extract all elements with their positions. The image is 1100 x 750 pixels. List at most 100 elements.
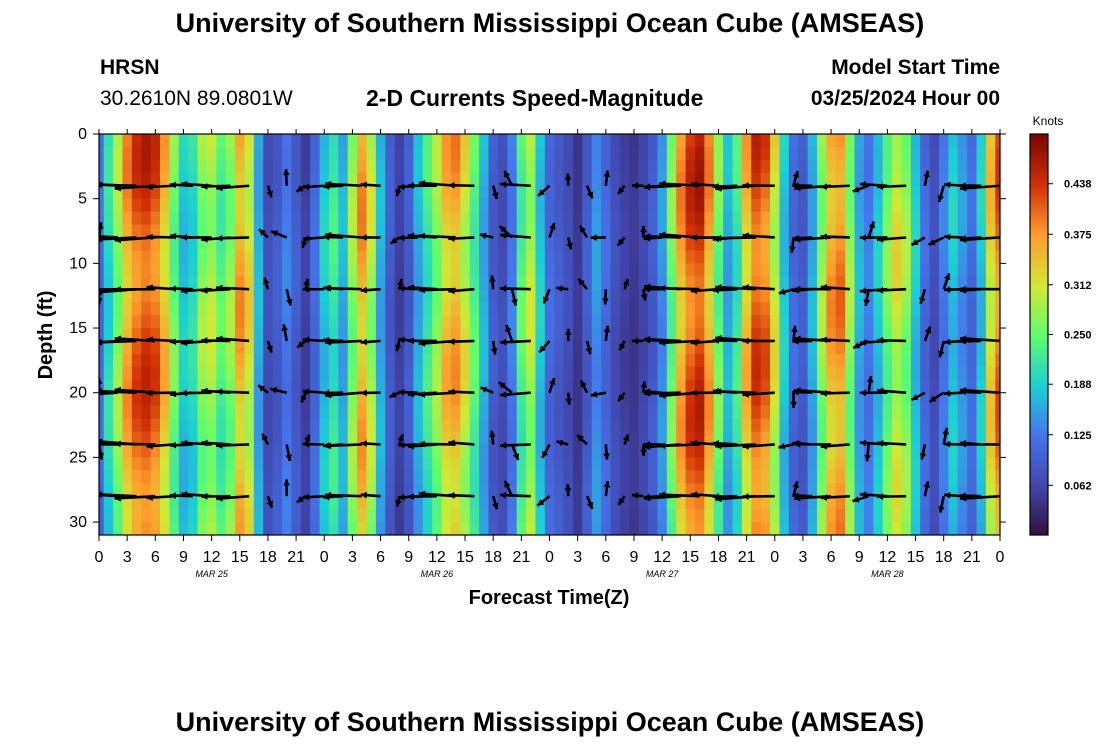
- heatmap-cell: [375, 289, 386, 303]
- heatmap-cell: [910, 250, 921, 264]
- heatmap-cell: [291, 172, 302, 187]
- heatmap-cell: [338, 418, 349, 433]
- heatmap-cell: [648, 353, 659, 368]
- heatmap-cell: [141, 263, 152, 277]
- heatmap-cell: [516, 431, 527, 446]
- heatmap-cell: [854, 302, 865, 316]
- heatmap-cell: [741, 379, 752, 394]
- heatmap-cell: [591, 146, 602, 161]
- heatmap-cell: [404, 172, 415, 187]
- heatmap-cell: [113, 418, 124, 433]
- heatmap-cell: [882, 457, 893, 471]
- heatmap-cell: [450, 340, 461, 355]
- heatmap-cell: [666, 444, 677, 458]
- heatmap-cell: [938, 366, 949, 381]
- heatmap-cell: [300, 263, 311, 277]
- heatmap-cell: [347, 353, 358, 368]
- heatmap-cell: [122, 418, 133, 433]
- heatmap-cell: [892, 185, 903, 200]
- heatmap-cell: [601, 263, 612, 277]
- heatmap-cell: [873, 211, 884, 226]
- heatmap-cell: [422, 444, 433, 458]
- heatmap-cell: [929, 289, 940, 303]
- heatmap-cell: [554, 211, 565, 226]
- heatmap-cell: [957, 353, 968, 368]
- heatmap-cell: [723, 237, 734, 252]
- heatmap-cell: [319, 250, 330, 264]
- heatmap-cell: [507, 457, 518, 471]
- heatmap-cell: [197, 224, 208, 239]
- heatmap-cell: [601, 522, 612, 535]
- heatmap-cell: [347, 470, 358, 484]
- heatmap-cell: [244, 457, 255, 471]
- heatmap-cell: [497, 159, 508, 174]
- heatmap-cell: [272, 444, 283, 458]
- current-vector: [536, 495, 551, 507]
- heatmap-cell: [554, 483, 565, 497]
- heatmap-cell: [122, 483, 133, 497]
- heatmap-cell: [526, 146, 537, 161]
- heatmap-cell: [948, 418, 959, 433]
- heatmap-cell: [460, 379, 471, 394]
- heatmap-cell: [357, 353, 368, 368]
- heatmap-cell: [629, 198, 640, 213]
- heatmap-cell: [554, 470, 565, 484]
- heatmap-cell: [328, 134, 339, 148]
- heatmap-cell: [497, 328, 508, 342]
- heatmap-cell: [404, 302, 415, 316]
- heatmap-cell: [310, 263, 321, 277]
- heatmap-cell: [272, 315, 283, 329]
- heatmap-cell: [526, 237, 537, 252]
- current-vector: [942, 427, 950, 445]
- heatmap-cell: [741, 483, 752, 497]
- heatmap-cell: [967, 263, 978, 277]
- heatmap-cell: [497, 418, 508, 433]
- heatmap-cell: [328, 198, 339, 213]
- heatmap-cell: [713, 146, 724, 161]
- heatmap-cell: [113, 198, 124, 213]
- heatmap-cell: [150, 328, 161, 342]
- heatmap-cell: [976, 159, 987, 174]
- heatmap-cell: [751, 496, 762, 510]
- heatmap-cell: [657, 185, 668, 200]
- heatmap-cell: [788, 315, 799, 329]
- heatmap-cell: [976, 289, 987, 303]
- heatmap-cell: [807, 392, 818, 407]
- heatmap-cell: [948, 172, 959, 187]
- x-tick-label: 0: [545, 549, 554, 566]
- current-vector: [959, 335, 1000, 343]
- heatmap-cell: [723, 405, 734, 420]
- current-vector: [324, 391, 362, 399]
- heatmap-cell: [160, 263, 170, 277]
- heatmap-cell: [526, 353, 537, 368]
- heatmap-cell: [732, 340, 743, 355]
- current-vector: [622, 433, 630, 445]
- heatmap-cell: [723, 457, 734, 471]
- heatmap-cell: [938, 340, 949, 355]
- heatmap-cell: [713, 224, 724, 239]
- heatmap-cell: [676, 418, 687, 433]
- heatmap-cell: [479, 134, 490, 148]
- current-vector: [585, 495, 594, 510]
- heatmap-cell: [432, 522, 443, 535]
- heatmap-cell: [450, 237, 461, 252]
- heatmap-cell: [723, 185, 734, 200]
- heatmap-cell: [131, 405, 142, 420]
- heatmap-cell: [507, 250, 518, 264]
- current-vector: [564, 483, 572, 497]
- heatmap-cell: [788, 418, 799, 433]
- heatmap-cell: [835, 483, 846, 497]
- heatmap-cell: [957, 483, 968, 497]
- current-vector: [715, 442, 757, 450]
- heatmap-cell: [910, 444, 921, 458]
- heatmap-cell: [235, 340, 246, 355]
- x-tick-label: 6: [827, 549, 836, 566]
- heatmap-cell: [141, 328, 152, 342]
- heatmap-cell: [272, 263, 283, 277]
- heatmap-cell: [169, 496, 180, 510]
- heatmap-cell: [272, 353, 283, 368]
- heatmap-cell: [197, 379, 208, 394]
- heatmap-cell: [901, 340, 912, 355]
- heatmap-cell: [469, 522, 480, 535]
- heatmap-cell: [910, 366, 921, 381]
